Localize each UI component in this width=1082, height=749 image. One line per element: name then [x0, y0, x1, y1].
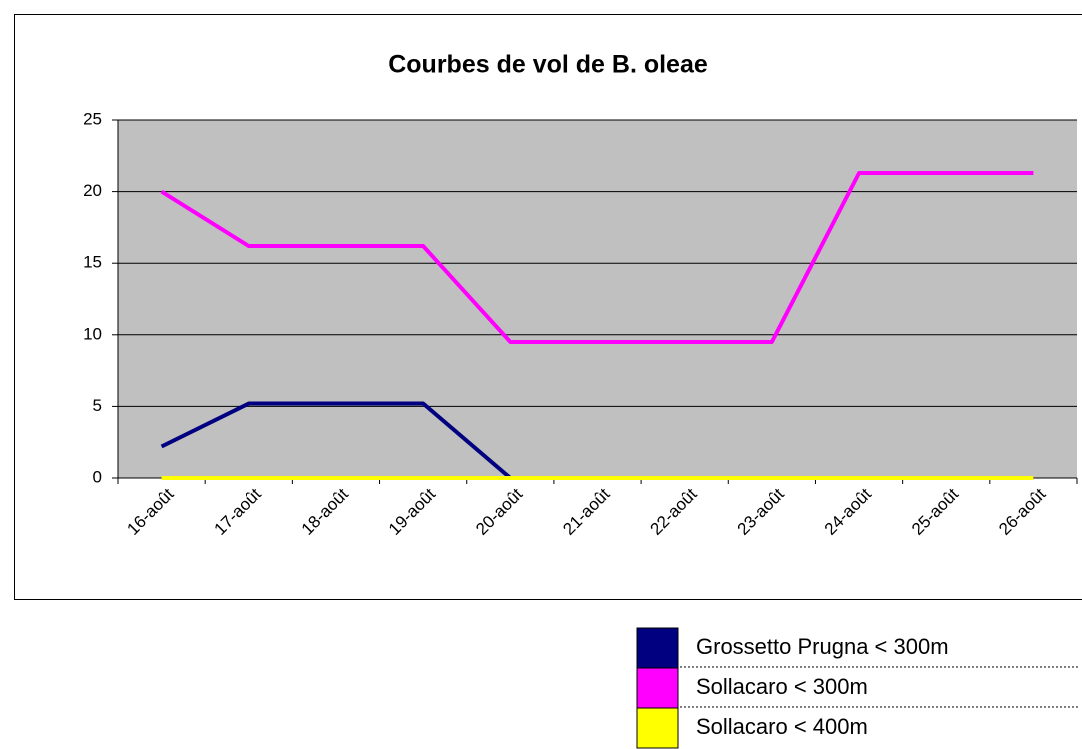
- y-tick-label: 20: [83, 181, 102, 200]
- legend-swatch: [636, 707, 679, 749]
- plot-area: [118, 120, 1077, 478]
- y-tick-label: 15: [83, 253, 102, 272]
- legend-swatch: [636, 627, 679, 669]
- y-tick-label: 25: [83, 109, 102, 128]
- y-tick-label: 5: [93, 396, 102, 415]
- chart-title: Courbes de vol de B. oleae: [388, 51, 708, 79]
- y-tick-label: 0: [93, 467, 102, 486]
- legend-swatch: [636, 667, 679, 709]
- series-line: [160, 170, 1034, 344]
- legend-label: Grossetto Prugna < 300m: [696, 634, 949, 659]
- legend-label: Sollacaro < 400m: [696, 714, 868, 739]
- legend-label: Sollacaro < 300m: [696, 674, 868, 699]
- y-tick-label: 10: [83, 324, 102, 343]
